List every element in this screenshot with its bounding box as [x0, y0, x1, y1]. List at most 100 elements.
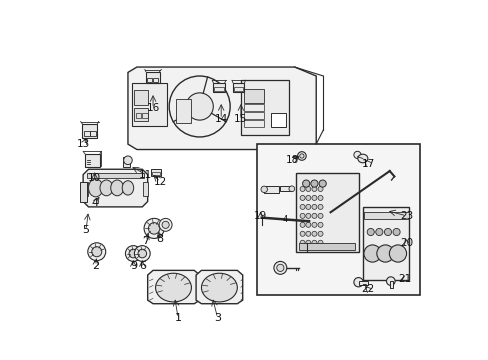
- Bar: [122, 157, 129, 167]
- Ellipse shape: [138, 249, 146, 258]
- Bar: [147, 78, 152, 82]
- Ellipse shape: [273, 261, 286, 274]
- Ellipse shape: [392, 228, 399, 235]
- Bar: [80, 182, 86, 202]
- Polygon shape: [128, 67, 316, 149]
- Text: 3: 3: [214, 313, 221, 323]
- Bar: [214, 87, 223, 91]
- Ellipse shape: [92, 247, 102, 257]
- Bar: [142, 113, 147, 118]
- Ellipse shape: [300, 204, 305, 210]
- Polygon shape: [83, 169, 147, 207]
- Text: 12: 12: [153, 177, 166, 187]
- Ellipse shape: [305, 186, 310, 192]
- Bar: [176, 99, 190, 123]
- Bar: [280, 186, 291, 192]
- Text: 6: 6: [139, 261, 145, 271]
- Ellipse shape: [311, 186, 316, 192]
- Bar: [153, 78, 158, 82]
- Text: 17: 17: [361, 159, 374, 169]
- Text: 16: 16: [146, 103, 160, 113]
- Ellipse shape: [122, 181, 133, 195]
- Text: 10: 10: [88, 173, 101, 183]
- Text: 22: 22: [361, 284, 374, 294]
- Ellipse shape: [317, 204, 323, 210]
- Ellipse shape: [311, 240, 316, 245]
- Bar: [362, 207, 408, 280]
- Ellipse shape: [363, 245, 380, 262]
- Ellipse shape: [110, 180, 123, 196]
- Ellipse shape: [305, 240, 310, 245]
- Ellipse shape: [305, 204, 310, 210]
- Bar: [213, 83, 224, 92]
- Ellipse shape: [317, 222, 323, 227]
- Bar: [244, 112, 264, 119]
- Ellipse shape: [129, 249, 137, 258]
- Bar: [358, 281, 367, 285]
- Bar: [134, 108, 147, 121]
- Bar: [145, 72, 159, 83]
- Bar: [296, 173, 359, 252]
- Ellipse shape: [310, 180, 317, 187]
- Text: 23: 23: [399, 211, 412, 221]
- Bar: [136, 113, 141, 118]
- Text: 15: 15: [234, 114, 247, 124]
- Ellipse shape: [201, 273, 237, 302]
- Ellipse shape: [317, 195, 323, 201]
- Ellipse shape: [319, 180, 325, 187]
- Ellipse shape: [317, 240, 323, 245]
- Ellipse shape: [162, 221, 169, 228]
- Bar: [82, 124, 97, 138]
- Text: 13: 13: [77, 139, 90, 149]
- Bar: [233, 83, 244, 92]
- Ellipse shape: [311, 195, 316, 201]
- Ellipse shape: [300, 240, 305, 245]
- Ellipse shape: [299, 154, 304, 158]
- Bar: [389, 281, 392, 288]
- Bar: [134, 90, 147, 105]
- Ellipse shape: [300, 186, 305, 192]
- Ellipse shape: [300, 231, 305, 236]
- Bar: [143, 182, 147, 196]
- Bar: [264, 186, 278, 193]
- Text: 1: 1: [174, 313, 181, 323]
- Ellipse shape: [300, 213, 305, 219]
- Text: 9: 9: [129, 261, 137, 271]
- Ellipse shape: [144, 219, 164, 238]
- Ellipse shape: [300, 222, 305, 227]
- Ellipse shape: [185, 93, 213, 120]
- Ellipse shape: [353, 278, 363, 287]
- Ellipse shape: [366, 228, 373, 235]
- Ellipse shape: [311, 213, 316, 219]
- Ellipse shape: [311, 204, 316, 210]
- Ellipse shape: [305, 213, 310, 219]
- Bar: [83, 182, 88, 196]
- Ellipse shape: [123, 156, 132, 165]
- Ellipse shape: [155, 273, 191, 302]
- Ellipse shape: [125, 246, 141, 261]
- Bar: [363, 212, 408, 220]
- Bar: [234, 87, 243, 91]
- Bar: [87, 173, 144, 178]
- Ellipse shape: [375, 228, 382, 235]
- Bar: [151, 172, 159, 175]
- Bar: [257, 144, 419, 295]
- Ellipse shape: [384, 228, 391, 235]
- Bar: [271, 113, 285, 127]
- Ellipse shape: [357, 154, 367, 163]
- Text: 14: 14: [214, 114, 227, 124]
- Bar: [244, 121, 264, 127]
- Ellipse shape: [317, 186, 323, 192]
- Bar: [83, 131, 89, 136]
- Ellipse shape: [353, 151, 360, 158]
- Ellipse shape: [148, 223, 160, 234]
- Text: 20: 20: [399, 238, 412, 248]
- Ellipse shape: [376, 245, 393, 262]
- Polygon shape: [147, 270, 199, 304]
- Ellipse shape: [388, 245, 406, 262]
- Bar: [244, 104, 264, 111]
- Bar: [131, 83, 167, 126]
- Ellipse shape: [386, 277, 394, 285]
- Ellipse shape: [100, 180, 113, 196]
- Ellipse shape: [305, 222, 310, 227]
